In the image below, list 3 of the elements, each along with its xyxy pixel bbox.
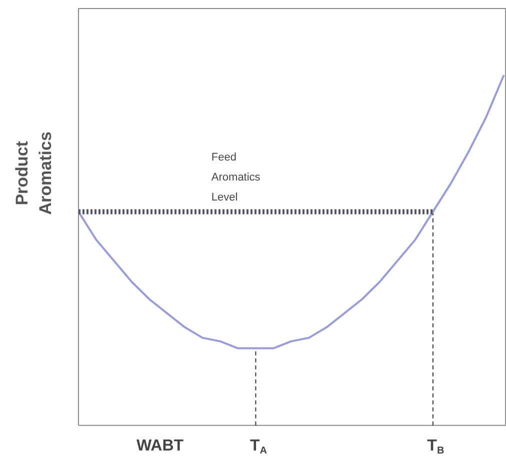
y-axis-title: Product Aromatics xyxy=(12,132,56,215)
x-axis-title: WABT xyxy=(136,438,184,455)
annotation: Feed Aromatics Level xyxy=(211,152,261,204)
